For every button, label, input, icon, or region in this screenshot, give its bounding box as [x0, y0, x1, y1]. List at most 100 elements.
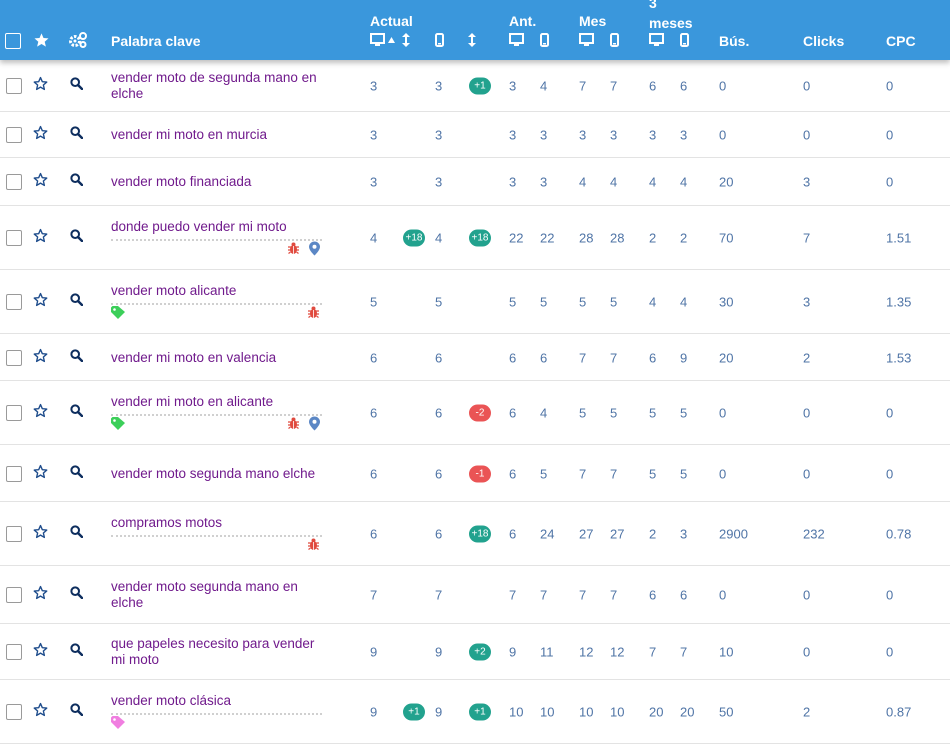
keyword-link[interactable]: vender mi moto en murcia: [111, 127, 268, 142]
favorite-star[interactable]: [33, 403, 48, 423]
location-icon: [309, 416, 320, 436]
ant-desktop: 10: [509, 704, 524, 720]
favorite-star[interactable]: [33, 464, 48, 484]
row-checkbox[interactable]: [6, 704, 22, 720]
meses3-desktop: 6: [649, 587, 657, 603]
actual-desktop: 3: [370, 78, 378, 94]
row-checkbox[interactable]: [6, 127, 22, 143]
header-clicks[interactable]: Clicks: [803, 33, 845, 49]
row-checkbox[interactable]: [6, 465, 22, 482]
row-checkbox[interactable]: [6, 526, 22, 542]
ant-desktop: 6: [509, 466, 517, 481]
keyword-link[interactable]: vender mi moto en valencia: [111, 349, 277, 365]
header-mes[interactable]: Mes: [579, 13, 607, 29]
row-checkbox[interactable]: [6, 587, 22, 603]
keyword-link[interactable]: vender moto segunda mano en elche: [111, 579, 298, 610]
keyword-row: vender moto clásica 9 9 10 10 10 10 20 20 50 2 0.87…: [0, 680, 950, 744]
busquedas: 0: [719, 587, 727, 603]
actual-mobile: 6: [435, 466, 443, 481]
bug-icon: [287, 417, 300, 435]
header-3-meses[interactable]: 3 meses: [649, 0, 693, 31]
favorite-star[interactable]: [33, 642, 48, 662]
search-button[interactable]: [70, 173, 84, 191]
search-button[interactable]: [70, 703, 84, 721]
clicks: 2: [803, 704, 811, 720]
row-checkbox[interactable]: [6, 294, 22, 310]
search-button[interactable]: [70, 293, 84, 311]
keyword-row: vender mi moto en murcia 3 3 3 3 3 3 3 3 0 0 0: [0, 112, 950, 158]
keyword-tag-icon: [111, 716, 126, 734]
search-button[interactable]: [70, 77, 84, 95]
keyword-row: vender moto financiada 3 3 3 3 4 4 4 4 20 3 0: [0, 158, 950, 206]
keyword-link[interactable]: vender moto de segunda mano en elche: [111, 70, 317, 101]
keyword-link[interactable]: compramos motos: [111, 515, 223, 530]
favorite-star[interactable]: [33, 524, 48, 544]
row-checkbox[interactable]: [6, 174, 22, 190]
clicks: 0: [803, 644, 811, 660]
row-checkbox[interactable]: [6, 405, 22, 421]
mes-mobile: 7: [610, 350, 618, 365]
busquedas: 50: [719, 704, 734, 720]
settings-icon[interactable]: [68, 32, 88, 48]
rank-change-badge: +18: [469, 229, 491, 247]
ant-desktop: 7: [509, 587, 517, 603]
keyword-link[interactable]: vender mi moto en alicante: [111, 394, 274, 409]
header-busquedas[interactable]: Bús.: [719, 33, 750, 49]
search-button[interactable]: [70, 464, 84, 483]
favorite-star[interactable]: [33, 125, 48, 145]
ant-desktop: 3: [509, 78, 517, 94]
header-ant[interactable]: Ant.: [509, 13, 537, 29]
actual-desktop: 3: [370, 127, 378, 143]
search-button[interactable]: [70, 586, 84, 604]
mes-mobile: 27: [610, 526, 625, 542]
search-button[interactable]: [70, 229, 84, 247]
search-button[interactable]: [70, 404, 84, 422]
meses3-desktop: 5: [649, 405, 657, 421]
select-all-checkbox[interactable]: [5, 33, 21, 49]
header-keyword[interactable]: Palabra clave: [111, 33, 201, 49]
favorite-star[interactable]: [33, 76, 48, 96]
favorite-star[interactable]: [33, 292, 48, 312]
busquedas: 0: [719, 127, 727, 143]
search-button[interactable]: [70, 643, 84, 661]
keyword-link[interactable]: vender moto financiada: [111, 174, 252, 189]
keyword-row: donde puedo vender mi moto 4 4 22 22 28 28 2 2 70…: [0, 206, 950, 270]
row-checkbox[interactable]: [6, 644, 22, 660]
keyword-link[interactable]: donde puedo vender mi moto: [111, 219, 287, 234]
keyword-link[interactable]: vender moto clásica: [111, 693, 232, 708]
keyword-row: vender moto alicante 5 5 5 5 5 5 4 4 30 3 1.35: [0, 270, 950, 334]
mes-desktop: 12: [579, 644, 594, 660]
busquedas: 30: [719, 294, 734, 310]
keyword-link[interactable]: vender moto segunda mano elche: [111, 465, 316, 481]
favorite-star[interactable]: [33, 228, 48, 248]
ant-mobile: 4: [540, 78, 548, 94]
favorite-star[interactable]: [33, 702, 48, 722]
rank-change-badge: +1: [403, 703, 425, 721]
actual-desktop: 4: [370, 230, 378, 246]
table-header: Palabra clave Actual Ant. Mes 3 meses Bú…: [0, 0, 950, 60]
meses3-mobile: 3: [680, 127, 688, 143]
header-actual[interactable]: Actual: [370, 13, 413, 29]
keyword-link[interactable]: que papeles necesito para vender mi moto: [111, 636, 315, 667]
star-header-icon[interactable]: [33, 32, 50, 48]
rank-change-badge: +2: [469, 643, 491, 661]
meses3-mobile: 9: [680, 350, 688, 365]
favorite-star[interactable]: [33, 172, 48, 192]
busquedas: 0: [719, 405, 727, 421]
row-checkbox[interactable]: [6, 230, 22, 246]
row-checkbox[interactable]: [6, 349, 22, 366]
rank-change-badge: +18: [403, 229, 425, 247]
keyword-link[interactable]: vender moto alicante: [111, 283, 237, 298]
row-checkbox[interactable]: [6, 78, 22, 94]
ant-desktop: 6: [509, 526, 517, 542]
mes-mobile: 7: [610, 78, 618, 94]
search-button[interactable]: [70, 525, 84, 543]
favorite-star[interactable]: [33, 348, 48, 368]
keyword-row: que papeles necesito para vender mi moto…: [0, 624, 950, 680]
favorite-star[interactable]: [33, 585, 48, 605]
search-button[interactable]: [70, 126, 84, 144]
header-cpc[interactable]: CPC: [886, 33, 916, 49]
cpc: 1.35: [886, 294, 912, 310]
search-button[interactable]: [70, 348, 84, 367]
clicks: 0: [803, 587, 811, 603]
